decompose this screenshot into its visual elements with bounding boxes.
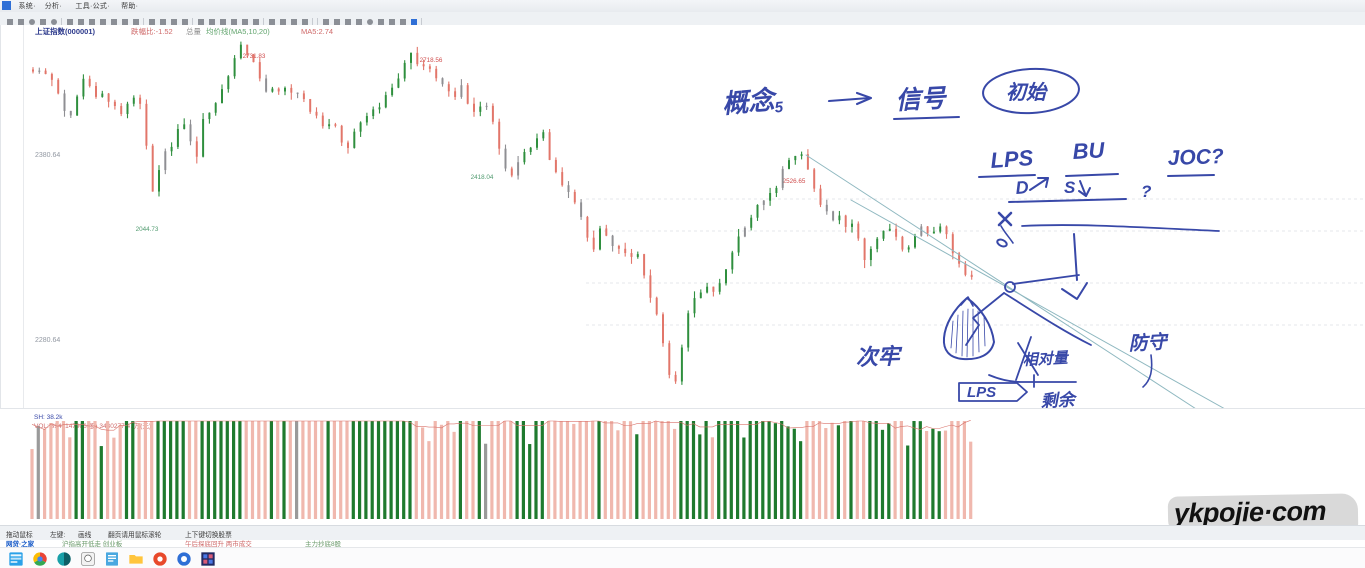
svg-text:跌幅比:-1.52: 跌幅比:-1.52 <box>131 26 173 36</box>
svg-text:2280.64: 2280.64 <box>35 337 60 344</box>
svg-text:2044.73: 2044.73 <box>136 226 159 233</box>
svg-text:SH: 38.2k: SH: 38.2k <box>34 414 63 421</box>
svg-text:2418.04: 2418.04 <box>471 174 494 181</box>
svg-text:MA5:2.74: MA5:2.74 <box>301 27 333 36</box>
svg-text:均价线(MA5,10,20): 均价线(MA5,10,20) <box>206 26 270 36</box>
svg-text:2526.65: 2526.65 <box>783 178 806 185</box>
svg-text:上证指数(000001): 上证指数(000001) <box>35 26 96 36</box>
svg-text:总量: 总量 <box>186 26 201 36</box>
svg-text:2380.64: 2380.64 <box>35 152 60 159</box>
